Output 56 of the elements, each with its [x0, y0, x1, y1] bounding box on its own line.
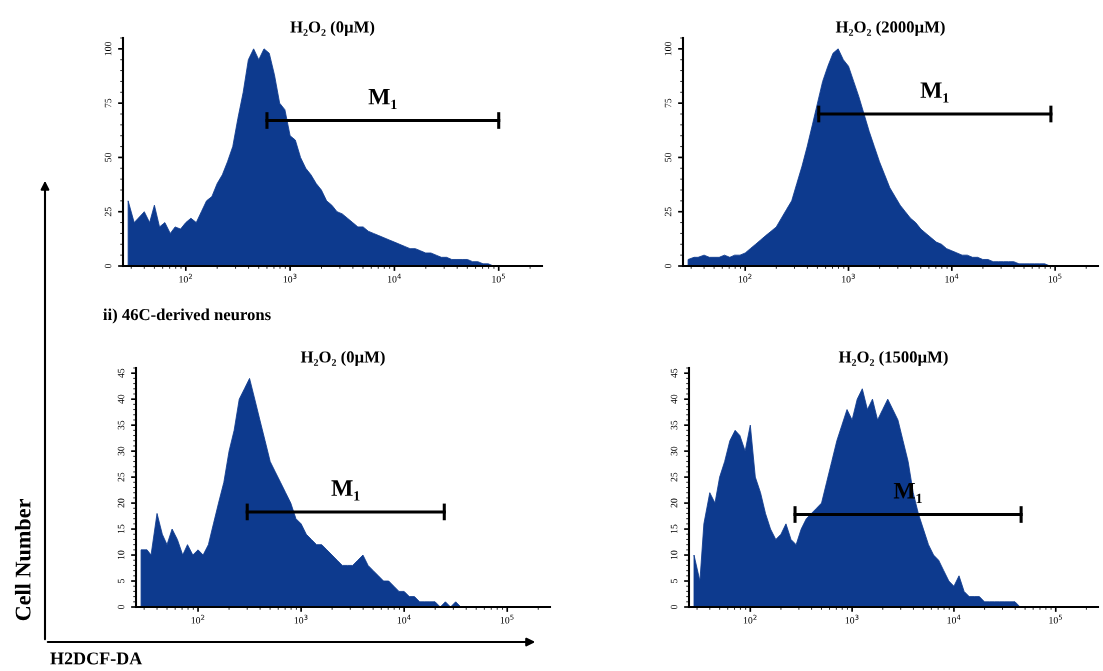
y-tick-label: 25: [117, 472, 125, 482]
y-tick-label: 75: [664, 98, 672, 108]
x-axis-title: H2DCF-DA: [50, 652, 143, 665]
x-tick-label: 10$^{4}$: [388, 273, 401, 283]
y-tick-label: 45: [117, 368, 125, 378]
y-tick-label: 25: [664, 207, 672, 217]
series-label: M₁: [920, 82, 949, 103]
y-tick-label: 5: [670, 578, 678, 583]
text: ii) 46C-derived neurons: [103, 308, 271, 324]
y-tick-label: 50: [664, 152, 672, 162]
y-tick-label: 20: [670, 498, 678, 508]
y-tick-label: 10: [117, 550, 125, 560]
x-tick-label: 10$^{2}$: [191, 614, 205, 624]
y-tick-label: 45: [670, 368, 678, 378]
series-label: M₁: [368, 88, 397, 110]
y-tick-label: 5: [117, 578, 125, 583]
y-tick-label: 30: [670, 446, 678, 456]
chart-title: H₂O₂ (0µM): [290, 20, 375, 36]
y-tick-label: 40: [670, 394, 678, 404]
x-tick-label: 10$^{5}$: [500, 614, 514, 624]
y-tick-label: 100: [664, 41, 672, 56]
x-tick-label: 10$^{4}$: [397, 614, 411, 624]
y-tick-label: 25: [670, 472, 678, 482]
x-tick-label: 10$^{3}$: [845, 614, 859, 624]
x-tick-label: 10$^{5}$: [492, 273, 506, 283]
x-tick-label: 10$^{3}$: [283, 273, 297, 283]
x-tick-label: 10$^{3}$: [294, 614, 308, 624]
y-tick-label: 0: [104, 263, 112, 269]
x-tick-label: 10$^{5}$: [1049, 614, 1063, 624]
x-tick-label: 10$^{4}$: [947, 614, 961, 624]
y-tick-label: 0: [670, 604, 678, 610]
x-tick-label: 10$^{3}$: [842, 273, 855, 283]
y-tick-label: 75: [104, 98, 112, 108]
series-label: M₁: [331, 480, 360, 501]
y-tick-label: 50: [104, 152, 112, 162]
chart-title: H₂O₂ (2000µM): [835, 20, 945, 36]
y-tick-label: 20: [117, 498, 125, 508]
y-tick-label: 10: [670, 550, 678, 560]
y-tick-label: 0: [664, 263, 672, 269]
chart-title: H₂O₂ (0µM): [300, 350, 385, 366]
x-tick-label: 10$^{2}$: [738, 273, 752, 283]
y-axis-title: Cell Number: [14, 499, 31, 621]
y-tick-label: 35: [117, 420, 125, 430]
y-tick-label: 100: [104, 41, 112, 56]
y-tick-label: 25: [104, 207, 112, 217]
y-tick-label: 0: [117, 604, 125, 610]
y-tick-label: 35: [670, 420, 678, 430]
x-tick-label: 10$^{2}$: [743, 614, 757, 624]
y-tick-label: 15: [117, 524, 125, 534]
x-tick-label: 10$^{2}$: [179, 273, 193, 283]
chart-title: H₂O₂ (1500µM): [838, 350, 948, 366]
x-tick-label: 10$^{5}$: [1048, 273, 1062, 283]
y-tick-label: 30: [117, 446, 125, 456]
x-tick-label: 10$^{4}$: [945, 273, 959, 283]
y-tick-label: 15: [670, 524, 678, 534]
y-tick-label: 40: [117, 394, 125, 404]
